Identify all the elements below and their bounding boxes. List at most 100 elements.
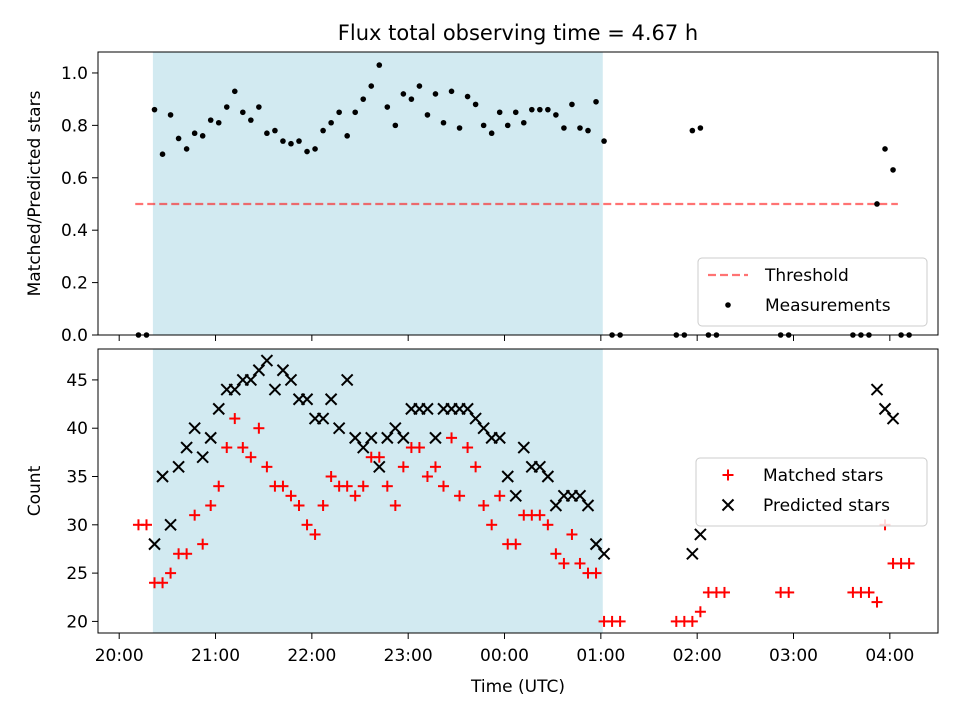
- matched-star-point: [438, 480, 450, 492]
- measurement-point: [304, 148, 310, 155]
- predicted-star-point: [228, 383, 241, 396]
- measurement-point: [288, 140, 294, 147]
- measurement-point: [874, 201, 880, 207]
- predicted-star-point: [517, 441, 530, 454]
- matched-star-point: [590, 567, 602, 579]
- matched-star-point: [245, 451, 257, 463]
- x-axis-label: Time (UTC): [470, 677, 565, 697]
- predicted-star-point: [878, 402, 892, 416]
- top-y-axis-label: Matched/Predicted stars: [25, 90, 45, 296]
- matched-star-point: [309, 528, 321, 540]
- matched-star-point: [325, 471, 337, 483]
- measurement-point: [151, 106, 158, 113]
- matched-star-point: [285, 490, 297, 502]
- measurement-point: [223, 104, 230, 110]
- predicted-star-point: [541, 470, 555, 483]
- measurement-point: [199, 133, 206, 139]
- predicted-star-point: [533, 460, 547, 474]
- measurement-point: [368, 83, 375, 89]
- measurement-point: [529, 106, 535, 113]
- matched-star-point: [373, 451, 385, 463]
- matched-star-point: [189, 509, 201, 521]
- bottom-plot-frame: [97, 348, 939, 634]
- measurement-point: [456, 125, 463, 131]
- measurement-point: [585, 127, 591, 134]
- predicted-star-point: [332, 422, 346, 435]
- measurement-point: [256, 104, 262, 110]
- matched-star-point: [341, 480, 353, 492]
- measurement-point: [312, 146, 318, 152]
- measurement-point: [496, 109, 503, 116]
- predicted-star-point: [196, 450, 209, 464]
- matched-star-point: [718, 586, 730, 598]
- measurement-point: [520, 119, 527, 126]
- predicted-star-point: [573, 489, 587, 503]
- matched-star-point: [486, 519, 498, 531]
- matched-star-point: [574, 557, 586, 569]
- predicted-star-point: [148, 537, 161, 551]
- predicted-star-point: [597, 547, 611, 560]
- predicted-star-point: [501, 470, 514, 483]
- predicted-star-point: [357, 441, 370, 454]
- measurement-point: [569, 101, 575, 108]
- legend-predicted-label: Predicted stars: [763, 496, 890, 516]
- measurement-point: [504, 122, 511, 129]
- predicted-star-point: [276, 364, 290, 377]
- predicted-star-point: [373, 460, 386, 474]
- measurement-point: [488, 130, 495, 137]
- matched-star-point: [277, 480, 289, 492]
- matched-star-point: [534, 509, 546, 521]
- top-legend: Threshold Measurements: [697, 257, 928, 327]
- measurement-point: [280, 138, 286, 144]
- measurement-point: [448, 88, 455, 95]
- predicted-star-point: [324, 393, 338, 406]
- top-plot-frame: [97, 51, 939, 336]
- predicted-star-point: [316, 412, 330, 425]
- matched-star-point: [558, 557, 570, 569]
- matched-star-point: [197, 538, 209, 550]
- y-tick-label: 30: [66, 516, 88, 536]
- predicted-star-point: [268, 383, 282, 396]
- measurement-point: [344, 133, 350, 139]
- predicted-star-point: [244, 373, 258, 387]
- matched-star-point: [566, 528, 578, 540]
- observing-span-shade-bottom: [152, 349, 603, 633]
- measurement-point: [392, 122, 399, 129]
- measurement-point: [240, 109, 246, 116]
- predicted-star-point: [389, 422, 402, 435]
- measurement-point: [360, 96, 367, 102]
- matched-star-point: [694, 606, 706, 618]
- predicted-star-point: [188, 422, 201, 435]
- legend-measurements-swatch: [725, 302, 731, 308]
- matched-star-point: [863, 586, 875, 598]
- matched-star-point: [413, 442, 425, 454]
- measurement-point: [264, 130, 270, 137]
- predicted-star-point: [381, 431, 394, 445]
- legend-predicted-swatch: [721, 498, 735, 512]
- measurement-point: [561, 125, 567, 131]
- measurement-point: [440, 119, 447, 126]
- matched-star-point: [421, 471, 433, 483]
- x-tick-label: 00:00: [480, 646, 529, 666]
- matched-star-point: [446, 432, 458, 444]
- predicted-star-point: [549, 499, 563, 512]
- measurement-point: [472, 101, 479, 108]
- measurement-point: [553, 112, 559, 118]
- matched-star-point: [783, 586, 795, 598]
- measurement-point: [248, 117, 254, 123]
- predicted-star-point: [340, 373, 354, 387]
- x-tick-label: 20:00: [95, 646, 144, 666]
- matched-star-point: [293, 499, 305, 511]
- y-tick-label: 0.4: [61, 221, 88, 241]
- predicted-star-point: [212, 402, 225, 416]
- measurement-point: [175, 135, 182, 142]
- y-tick-label: 0.8: [61, 116, 88, 136]
- matched-star-point: [871, 596, 883, 608]
- matched-star-point: [542, 519, 554, 531]
- legend-measurements-label: Measurements: [765, 296, 891, 316]
- matched-star-point: [397, 461, 409, 473]
- measurement-point: [215, 119, 222, 126]
- matched-star-point: [221, 442, 233, 454]
- predicted-star-point: [469, 412, 482, 425]
- measurement-point: [384, 104, 391, 110]
